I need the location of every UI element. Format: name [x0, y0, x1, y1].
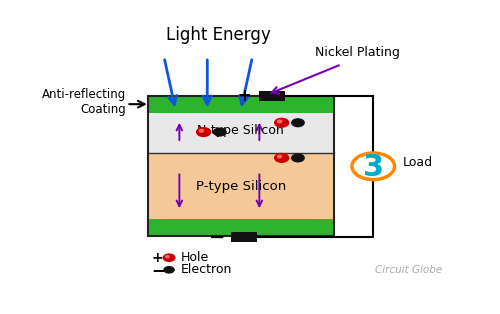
- Text: −: −: [210, 227, 226, 246]
- Circle shape: [163, 254, 175, 261]
- Text: N-type Silicon: N-type Silicon: [198, 124, 284, 137]
- Circle shape: [200, 129, 203, 132]
- Circle shape: [274, 118, 288, 127]
- Circle shape: [214, 128, 226, 136]
- FancyBboxPatch shape: [148, 113, 334, 153]
- FancyBboxPatch shape: [148, 96, 334, 113]
- FancyBboxPatch shape: [148, 219, 334, 236]
- Circle shape: [292, 119, 304, 127]
- Circle shape: [274, 154, 288, 162]
- Circle shape: [292, 154, 304, 162]
- Circle shape: [196, 128, 210, 136]
- FancyBboxPatch shape: [148, 153, 334, 219]
- Circle shape: [164, 267, 174, 273]
- Text: Anti-reflecting
Coating: Anti-reflecting Coating: [42, 88, 126, 116]
- Text: Hole: Hole: [180, 251, 209, 264]
- Text: Load: Load: [402, 156, 432, 169]
- Circle shape: [278, 120, 281, 123]
- FancyBboxPatch shape: [232, 232, 256, 242]
- Circle shape: [166, 256, 169, 258]
- Text: P-type Silicon: P-type Silicon: [196, 180, 286, 192]
- Text: +: +: [238, 87, 252, 105]
- Text: Electron: Electron: [180, 263, 232, 276]
- Circle shape: [352, 153, 395, 180]
- Text: +: +: [152, 251, 163, 265]
- Text: −: −: [152, 261, 166, 279]
- Text: Nickel Plating: Nickel Plating: [314, 46, 400, 59]
- Text: 3: 3: [362, 153, 384, 182]
- FancyBboxPatch shape: [260, 91, 284, 100]
- Circle shape: [278, 155, 281, 158]
- Text: Light Energy: Light Energy: [166, 26, 271, 44]
- Text: Circuit Globe: Circuit Globe: [375, 265, 442, 275]
